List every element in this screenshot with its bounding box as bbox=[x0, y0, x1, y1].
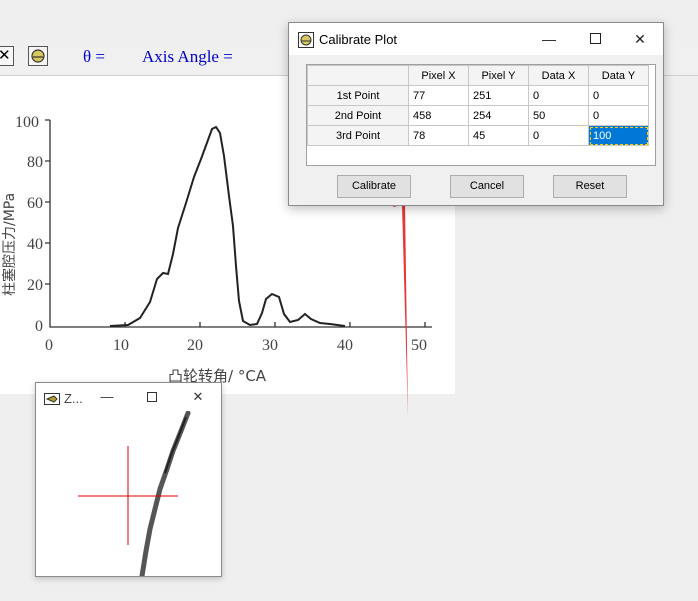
maximize-icon bbox=[147, 392, 157, 402]
close-icon: ✕ bbox=[634, 31, 646, 47]
zoom-app-icon bbox=[44, 393, 60, 405]
x-tick-label: 50 bbox=[411, 337, 427, 354]
table-cell[interactable]: 0 bbox=[528, 85, 589, 106]
x-axis-title: 凸轮转角/ °CA bbox=[168, 367, 267, 385]
calibrate-button[interactable]: Calibrate bbox=[337, 175, 411, 198]
column-header: Pixel X bbox=[408, 65, 469, 86]
header-row: Pixel X Pixel Y Data X Data Y bbox=[307, 65, 649, 86]
table-row: 1st Point 77 251 0 0 bbox=[307, 85, 649, 106]
table-row: 3rd Point 78 45 0 100 bbox=[307, 125, 649, 146]
x-tick-label: 30 bbox=[262, 337, 278, 354]
y-tick-label: 100 bbox=[15, 114, 39, 131]
calibration-table: Pixel X Pixel Y Data X Data Y 1st Point … bbox=[306, 64, 656, 166]
pressure-curve bbox=[109, 125, 346, 327]
minimize-icon: — bbox=[542, 31, 556, 47]
x-tick-label: 10 bbox=[113, 337, 129, 354]
zoom-close-button[interactable]: ✕ bbox=[188, 387, 208, 407]
column-header: Pixel Y bbox=[468, 65, 529, 86]
table-cell[interactable]: 0 bbox=[588, 105, 649, 126]
y-tick-label: 80 bbox=[27, 154, 43, 171]
plot-svg: 100 80 60 40 20 0 0 10 20 30 40 50 凸轮转角/… bbox=[1, 114, 432, 385]
table-cell[interactable]: 78 bbox=[408, 125, 469, 146]
table-cell[interactable]: 77 bbox=[408, 85, 469, 106]
axis-angle-label: Axis Angle = bbox=[142, 47, 233, 66]
zoom-view bbox=[78, 411, 191, 576]
dialog-title: Calibrate Plot bbox=[319, 32, 398, 47]
y-tick-label: 40 bbox=[27, 236, 43, 253]
y-tick-label: 0 bbox=[35, 318, 43, 335]
y-axis-title: 柱塞腔压力/MPa bbox=[1, 193, 18, 296]
calibrate-plot-dialog: Calibrate Plot — ✕ Pixel X Pixel Y Data … bbox=[288, 22, 664, 206]
minimize-button[interactable]: — bbox=[539, 29, 559, 49]
table-cell[interactable]: 254 bbox=[468, 105, 529, 126]
close-icon: ✕ bbox=[0, 47, 11, 64]
x-tick-label: 20 bbox=[187, 337, 203, 354]
calibrate-tool-button[interactable] bbox=[28, 46, 48, 66]
cancel-button[interactable]: Cancel bbox=[450, 175, 524, 198]
row-header: 2nd Point bbox=[307, 105, 409, 126]
zoom-maximize-button[interactable] bbox=[142, 387, 162, 407]
app-icon bbox=[298, 32, 314, 48]
table-cell[interactable]: 50 bbox=[528, 105, 589, 126]
column-header: Data X bbox=[528, 65, 589, 86]
calibrate-icon bbox=[31, 49, 45, 63]
table-cell[interactable]: 251 bbox=[468, 85, 529, 106]
axes-frame bbox=[49, 120, 432, 328]
dialog-titlebar: Calibrate Plot — ✕ bbox=[289, 23, 663, 55]
x-tick-label: 40 bbox=[337, 337, 353, 354]
row-header: 1st Point bbox=[307, 85, 409, 106]
zoomed-curve bbox=[139, 411, 191, 576]
table-cell[interactable]: 458 bbox=[408, 105, 469, 126]
table-row: 2nd Point 458 254 50 0 bbox=[307, 105, 649, 126]
zoom-window: Z... — ✕ bbox=[35, 382, 222, 577]
table-cell[interactable]: 45 bbox=[468, 125, 529, 146]
table-cell-selected[interactable]: 100 bbox=[588, 125, 649, 146]
y-tick-label: 20 bbox=[27, 277, 43, 294]
calibration-grid: Pixel X Pixel Y Data X Data Y 1st Point … bbox=[307, 65, 649, 146]
column-header: Data Y bbox=[588, 65, 649, 86]
zoom-title: Z... bbox=[64, 391, 83, 406]
table-cell[interactable]: 0 bbox=[588, 85, 649, 106]
table-cell[interactable]: 0 bbox=[528, 125, 589, 146]
y-tick-label: 60 bbox=[27, 195, 43, 212]
x-tick-label: 0 bbox=[45, 337, 53, 354]
close-tool-button[interactable]: ✕ bbox=[0, 46, 14, 66]
zoom-minimize-button[interactable]: — bbox=[97, 387, 117, 407]
minimize-icon: — bbox=[100, 389, 114, 404]
close-icon: ✕ bbox=[192, 389, 204, 404]
row-header: 3rd Point bbox=[307, 125, 409, 146]
reset-button[interactable]: Reset bbox=[553, 175, 627, 198]
maximize-icon bbox=[589, 33, 601, 44]
theta-label: θ = bbox=[83, 47, 105, 66]
column-header bbox=[307, 65, 409, 86]
maximize-button[interactable] bbox=[585, 29, 605, 49]
close-button[interactable]: ✕ bbox=[630, 29, 650, 49]
